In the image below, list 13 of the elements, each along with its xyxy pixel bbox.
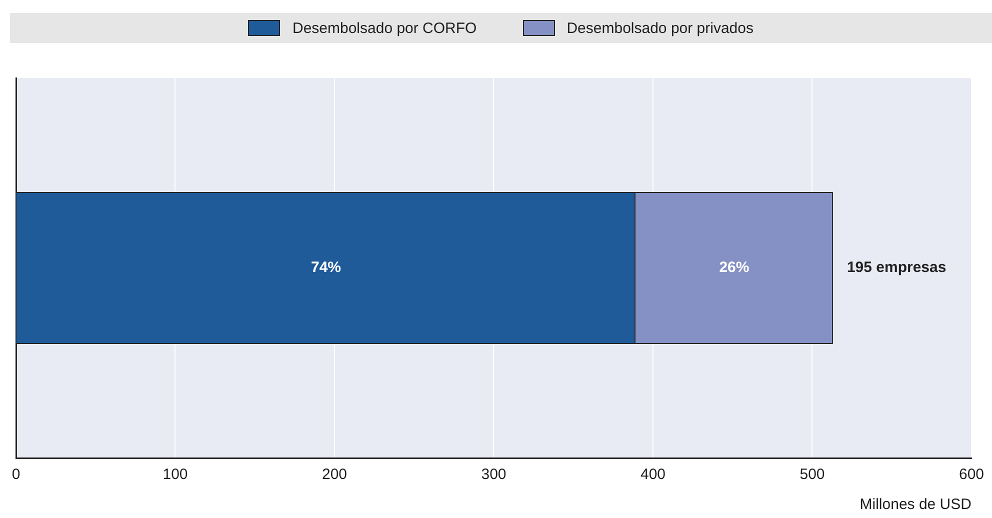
x-tick-label: 0 bbox=[12, 466, 20, 484]
annotation: 26% bbox=[719, 259, 750, 276]
x-tick-label: 400 bbox=[640, 466, 666, 484]
x-tick-label: 200 bbox=[322, 466, 348, 484]
x-tick-label: 500 bbox=[800, 466, 825, 484]
annotation: 195 empresas bbox=[846, 259, 946, 276]
legend-label: Desembolsado por CORFO bbox=[292, 20, 477, 36]
x-axis-title: Millones de USD bbox=[860, 496, 972, 514]
x-tick-label: 300 bbox=[481, 466, 506, 484]
x-tick-label: 600 bbox=[958, 466, 984, 484]
annotation: 74% bbox=[310, 259, 342, 276]
legend-label: Desembolsado por privados bbox=[566, 20, 754, 36]
x-tick-label: 100 bbox=[162, 466, 188, 484]
